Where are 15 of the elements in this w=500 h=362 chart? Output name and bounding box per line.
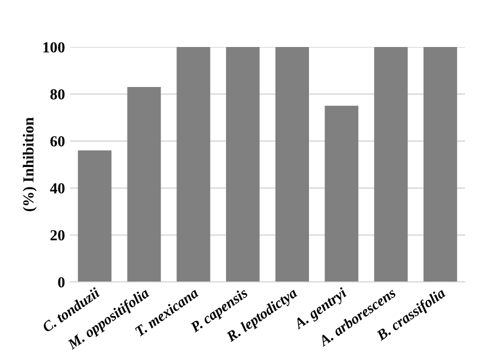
y-tick-label: 100 <box>43 42 65 53</box>
y-tick-label: 40 <box>50 183 65 194</box>
bar <box>176 47 210 282</box>
bar <box>374 47 408 282</box>
y-tick-label: 80 <box>50 89 65 100</box>
bar <box>275 47 309 282</box>
bar <box>324 106 358 282</box>
y-tick-label: 60 <box>50 136 65 146</box>
bar <box>424 47 458 282</box>
bar <box>78 150 112 282</box>
bar <box>226 47 260 282</box>
y-axis-title: (%) Inhibition <box>22 117 37 212</box>
bar <box>127 87 161 282</box>
y-tick-label: 0 <box>58 277 65 288</box>
y-tick-label: 20 <box>50 230 65 240</box>
